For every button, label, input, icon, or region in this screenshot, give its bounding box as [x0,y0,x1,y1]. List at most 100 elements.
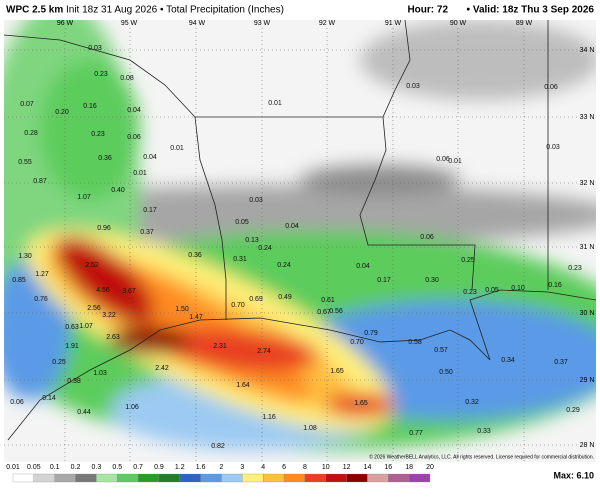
colorbar-label: 0.7 [133,464,143,471]
max-value: Max: 6.10 [553,470,594,480]
precip-value: 0.37 [554,359,568,366]
precip-value: 0.23 [568,265,582,272]
precip-value: 0.24 [258,245,272,252]
precip-value: 1.07 [79,323,93,330]
precip-value: 1.47 [189,314,203,321]
colorbar-label: 0.2 [71,464,81,471]
precip-value: 0.49 [278,294,292,301]
precip-value: 0.36 [98,155,112,162]
precip-value: 3.67 [122,288,136,295]
model-name: WPC 2.5 km [6,5,63,16]
precip-value: 0.57 [434,347,448,354]
colorbar-label: 18 [405,464,413,471]
precip-value: 0.10 [511,285,525,292]
colorbar-swatch [263,473,285,483]
colorbar-label: 6 [282,464,286,471]
latitude-label: 32 N [580,180,595,187]
precip-value: 2.52 [85,262,99,269]
precip-value: 0.03 [546,144,560,151]
precip-value: 0.06 [544,84,558,91]
longitude-label: 91 W [385,20,402,27]
precip-value: 1.27 [35,271,49,278]
precip-value: 1.03 [93,370,107,377]
colorbar-swatch [388,473,410,483]
precip-value: 1.08 [303,425,317,432]
hour: Hour: 72 [407,5,448,16]
colorbar-label: 8 [303,464,307,471]
precip-value: 0.13 [245,237,259,244]
colorbar-swatch [325,473,347,483]
colorbar-swatch [137,473,160,483]
colorbar-swatch [242,473,264,483]
colorbar-label: 0.3 [92,464,102,471]
colorbar-swatch [221,473,243,483]
dynamic-layer: 96 W 95 W 94 W 93 W 92 W 91 W 90 W 89 W 34 N 33 N… [6,20,595,483]
longitude-label: 89 W [516,20,533,27]
precip-value: 0.06 [420,234,434,241]
colorbar-label: 16 [384,464,392,471]
precip-value: 0.37 [140,229,154,236]
graticule [4,28,580,462]
colorbar-swatch [408,473,431,483]
precip-value: 0.23 [463,289,477,296]
colorbar-label: 14 [364,464,372,471]
colorbar-label: 0.01 [6,464,20,471]
precip-value: 0.70 [350,339,364,346]
precip-value: 0.23 [91,131,105,138]
colorbar-label: 2 [220,464,224,471]
precip-value: 0.40 [111,187,125,194]
colorbar-swatch [117,473,139,483]
precip-value: 0.04 [127,107,141,114]
precip-value: 0.05 [235,219,249,226]
colorbar-swatch [367,473,389,483]
precip-value: 1.91 [65,343,79,350]
precip-value: 0.01 [448,158,462,165]
colorbar-swatch [75,473,97,483]
colorbar-swatch [346,473,368,483]
precip-value: 0.05 [485,287,499,294]
precip-value: 0.23 [94,71,108,78]
colorbar-label: 0.1 [50,464,60,471]
colorbar-swatch [54,473,76,483]
precip-value: 0.34 [501,357,515,364]
precip-value: 0.69 [249,296,263,303]
precip-value: 0.70 [231,302,245,309]
precip-value: 0.08 [120,75,134,82]
latitude-label: 34 N [580,47,595,54]
colorbar-swatch [200,473,222,483]
precip-value: 0.63 [65,324,79,331]
precip-value: 2.63 [106,334,120,341]
precip-value: 0.25 [461,257,475,264]
precip-value: 0.32 [465,399,479,406]
precip-value: 0.29 [566,407,580,414]
precip-value: 0.06 [10,399,24,406]
precip-value: 0.01 [133,170,147,177]
precip-value: 0.04 [285,223,299,230]
precip-value: 0.25 [52,359,66,366]
colorbar-label: 12 [343,464,351,471]
precip-value: 0.31 [233,256,247,263]
colorbar-swatch [179,473,201,483]
colorbar-swatch [283,473,306,483]
precip-value: 0.82 [211,443,225,450]
precip-value: 0.04 [356,263,370,270]
precip-value: 0.96 [97,225,111,232]
longitude-label: 95 W [121,20,138,27]
precip-value: 0.24 [277,262,291,269]
precip-value: 1.06 [125,404,139,411]
precip-value: 0.76 [34,296,48,303]
precip-value: 0.56 [329,308,343,315]
colorbar-swatch [96,473,118,483]
precip-value: 0.50 [439,369,453,376]
precip-value: 1.16 [262,414,276,421]
colorbar-label: 0.5 [112,464,122,471]
colorbar-label: 10 [322,464,330,471]
precip-value: 0.61 [321,297,335,304]
colorbar-label: 0.05 [27,464,41,471]
precip-value: 0.01 [268,100,282,107]
precip-value: 0.30 [425,277,439,284]
latitude-label: 33 N [580,114,595,121]
precip-value: 1.64 [236,382,250,389]
precip-value: 0.20 [55,109,69,116]
latitude-label: 29 N [580,377,595,384]
